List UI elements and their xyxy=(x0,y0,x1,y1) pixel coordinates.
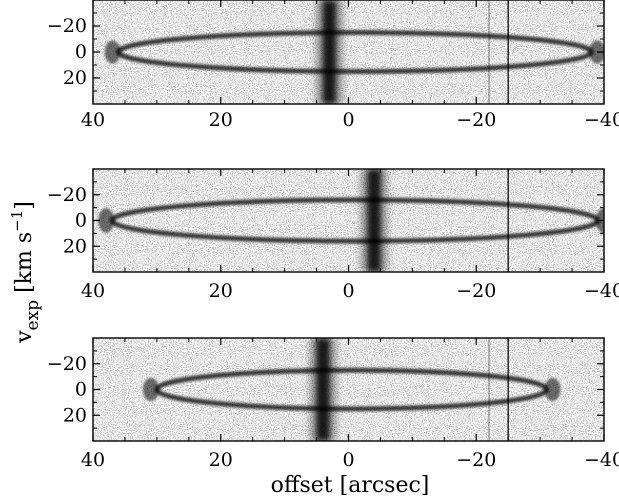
x-tick-label: 20 xyxy=(209,280,233,302)
x-tick-label: 0 xyxy=(342,449,354,471)
x-tick-label: 40 xyxy=(81,280,105,302)
y-axis-label-units: [km s xyxy=(12,232,37,300)
x-tick-label: −40 xyxy=(584,280,619,302)
x-tick-label: 20 xyxy=(209,109,233,131)
y-tick-label: 20 xyxy=(63,235,87,257)
x-tick-label: −20 xyxy=(456,109,496,131)
y-tick-label: −20 xyxy=(47,353,87,375)
y-tick-label: −20 xyxy=(47,15,87,37)
ellipse-tip-right xyxy=(544,377,561,402)
x-tick-label: 40 xyxy=(81,109,105,131)
x-tick-label: 0 xyxy=(342,109,354,131)
central-band-halo xyxy=(314,0,345,104)
y-axis-label: vexp [km s−1] xyxy=(8,201,43,344)
x-tick-label: 40 xyxy=(81,449,105,471)
x-tick-label: −20 xyxy=(456,280,496,302)
panel-bottom: 40 20 0 −20 −40 −20 0 20 xyxy=(47,337,619,471)
panel-middle: 40 20 0 −20 −40 −20 0 20 xyxy=(47,168,619,302)
ellipse-tip-right xyxy=(589,40,604,64)
x-tick-label: 0 xyxy=(342,280,354,302)
y-axis-label-main: v xyxy=(12,330,37,344)
noise-background xyxy=(93,169,604,272)
x-tick-label: −20 xyxy=(456,449,496,471)
x-tick-label: 20 xyxy=(209,449,233,471)
ellipse-tip-left xyxy=(104,40,121,64)
ellipse-tip-left xyxy=(98,208,115,233)
ellipse-tip-left xyxy=(142,377,159,402)
panel-top: 40 20 0 −20 −40 −20 0 20 xyxy=(47,0,619,131)
y-tick-label: −20 xyxy=(47,184,87,206)
central-band-halo xyxy=(359,169,390,272)
x-axis-label: offset [arcsec] xyxy=(271,473,430,498)
y-tick-label: 20 xyxy=(63,404,87,426)
y-tick-label: 20 xyxy=(63,67,87,89)
y-axis-label-close: ] xyxy=(12,201,37,210)
y-axis-label-sub: exp xyxy=(23,300,43,331)
y-tick-label: 0 xyxy=(75,379,87,401)
y-tick-label: 0 xyxy=(75,41,87,63)
noise-background xyxy=(93,338,604,441)
x-tick-label: −40 xyxy=(584,109,619,131)
y-tick-label: 0 xyxy=(75,210,87,232)
central-band-halo xyxy=(307,338,338,441)
y-axis-label-sup: −1 xyxy=(8,210,26,232)
x-tick-label: −40 xyxy=(584,449,619,471)
svg-text:vexp [km s−1]: vexp [km s−1] xyxy=(8,201,43,344)
noise-background xyxy=(93,0,604,104)
